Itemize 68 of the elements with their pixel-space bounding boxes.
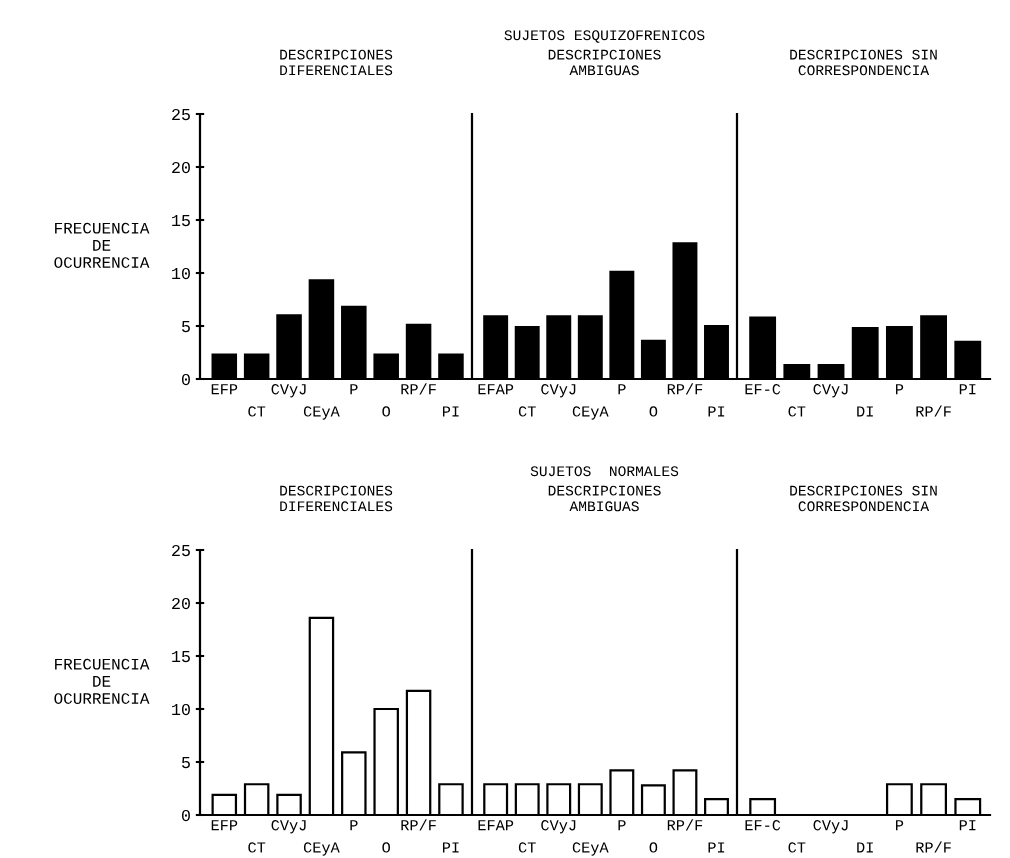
x-tick-label: CT [248,842,266,853]
x-tick-label: P [896,384,904,395]
x-tick-label: P [350,820,358,831]
chart-title: DESCRIPCIONES AMBIGUAS [548,49,661,76]
x-tick-label: CEyA [303,842,340,856]
x-tick-label: CVyJ [813,820,848,834]
y-tick-label: 15 [172,651,190,663]
x-tick-label: CEyA [303,406,340,420]
chart-title: DESCRIPCIONES SIN CORRESPONDENCIA [790,485,937,512]
x-tick-label: CT [518,842,536,853]
y-tick-label: 5 [182,757,190,769]
x-tick-label: O [649,842,658,853]
x-tick-label: EF-C [745,384,781,395]
y-tick-label: 0 [181,809,190,822]
x-tick-label: O [382,842,391,853]
chart-title: DESCRIPCIONES DIFERENCIALES [280,49,393,76]
x-tick-label: CVyJ [541,384,576,398]
x-tick-label: DI [857,842,873,853]
x-tick-label: P [618,384,626,395]
x-tick-label: CT [518,406,536,417]
x-tick-label: EFP [211,384,238,395]
x-tick-label: P [350,384,358,395]
y-tick-label: 20 [172,161,190,174]
x-tick-label: P [618,820,626,831]
x-tick-label: PI [442,406,459,417]
x-tick-label: PI [959,820,976,831]
y-axis-title: FRECUENCIA DE OCURRENCIA [54,658,150,704]
text: SUJETOS ESQUIZOFRENICOS [504,30,705,43]
x-tick-label: CEyA [572,406,609,420]
y-axis-title: FRECUENCIA DE OCURRENCIA [54,222,150,268]
x-tick-label: RP/F [401,383,436,395]
y-tick-label: 10 [172,267,190,280]
x-tick-label: CVyJ [541,820,576,834]
x-tick-label: RP/F [916,841,951,853]
chart-title: DESCRIPCIONES SIN CORRESPONDENCIA [790,49,937,76]
x-tick-label: EF-C [745,820,781,831]
x-tick-label: RP/F [401,819,436,831]
x-tick-label: P [896,820,904,831]
x-tick-label: CVyJ [271,820,306,834]
x-tick-label: PI [708,406,725,417]
x-tick-label: PI [708,842,725,853]
chart-title: DESCRIPCIONES AMBIGUAS [548,485,661,512]
x-tick-label: CT [788,406,806,417]
y-tick-label: 20 [172,597,190,610]
chart-title: DESCRIPCIONES DIFERENCIALES [280,485,393,512]
text: SUJETOS NORMALES [530,466,679,477]
x-tick-label: EFAP [478,820,514,831]
x-tick-label: PI [959,384,976,395]
x-tick-label: DI [857,406,873,417]
y-tick-label: 10 [172,703,190,716]
x-tick-label: CVyJ [271,384,306,398]
x-tick-label: CEyA [572,842,609,856]
y-tick-label: 15 [172,215,190,227]
x-tick-label: EFP [211,820,238,831]
x-tick-label: CT [788,842,806,853]
x-tick-label: EFAP [478,384,514,395]
x-tick-label: RP/F [667,819,703,831]
x-tick-label: RP/F [916,405,951,417]
x-tick-label: CVyJ [813,384,848,398]
x-tick-label: O [649,406,658,417]
y-tick-label: 25 [172,544,190,557]
x-tick-label: O [382,406,391,417]
x-tick-label: CT [248,406,266,417]
x-tick-label: PI [442,842,459,853]
y-tick-label: 25 [172,108,190,121]
y-tick-label: 5 [182,321,190,333]
x-tick-label: RP/F [667,383,703,395]
y-tick-label: 0 [181,373,190,386]
